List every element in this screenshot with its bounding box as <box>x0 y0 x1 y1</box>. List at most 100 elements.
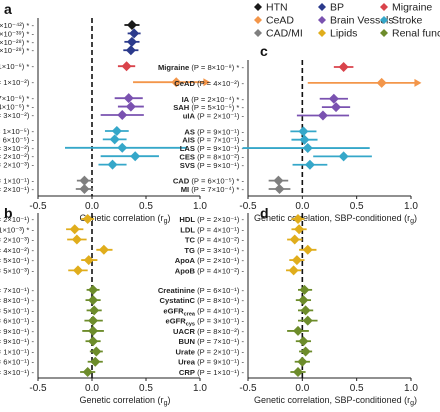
point-estimate <box>292 214 303 224</box>
x-tick-label: 0.0 <box>85 201 99 212</box>
x-tick-label: 1.0 <box>193 383 207 394</box>
row-label: TC (P = 4×10⁻²) - <box>185 236 245 245</box>
x-tick-label: -0.5 <box>239 383 257 394</box>
point-estimate <box>298 126 309 137</box>
x-tick-label: 0.5 <box>139 201 153 212</box>
legend-label: Migraine <box>392 2 432 14</box>
x-tick-label: -0.5 <box>29 201 47 212</box>
legend-label: CAD/MI <box>266 28 303 40</box>
point-estimate <box>288 265 299 276</box>
row-label: SVS (P = 2×10⁻³) - <box>0 161 34 170</box>
x-tick-label: 0.5 <box>139 383 153 394</box>
legend-marker <box>254 29 262 37</box>
point-estimate <box>88 295 99 306</box>
legend-marker <box>254 3 262 11</box>
point-estimate <box>89 305 100 316</box>
point-estimate <box>90 356 101 367</box>
point-estimate <box>72 265 83 276</box>
x-tick-label: -0.5 <box>239 201 257 212</box>
point-estimate <box>274 184 285 194</box>
row-label: BUN (P = 9×10⁻¹) - <box>0 337 34 346</box>
x-tick-label: 0.0 <box>295 383 309 394</box>
point-estimate <box>289 234 300 245</box>
row-label: DBP (P = 2×10⁻²⁸) * - <box>0 38 34 47</box>
point-estimate <box>117 109 128 120</box>
row-label: CAD (P = 1×10⁻¹) - <box>0 177 34 186</box>
row-label: ApoA (P = 2×10⁻¹) - <box>175 256 245 265</box>
point-estimate <box>292 367 303 377</box>
point-estimate <box>125 101 136 112</box>
point-estimate <box>300 346 311 357</box>
point-estimate <box>338 151 349 162</box>
row-label: LDL (P = 4×10⁻¹) - <box>180 225 244 234</box>
panel-letter: b <box>4 205 13 221</box>
row-label: ApoB (P = 5×10⁻³) - <box>0 266 34 275</box>
row-label: AIS (P = 7×10⁻¹) - <box>182 136 244 145</box>
row-label: LAS (P = 9×10⁻¹) - <box>180 144 245 153</box>
x-tick-label: 0.0 <box>295 201 309 212</box>
point-estimate <box>291 255 302 266</box>
x-tick-label: 1.0 <box>404 201 418 212</box>
x-tick-label: 0.5 <box>350 201 364 212</box>
row-label: SVS (P = 9×10⁻¹) - <box>180 161 245 170</box>
row-label: MI (P = 7×10⁻⁴) * - <box>181 185 245 194</box>
point-estimate <box>299 134 310 145</box>
row-label: Migraine (P = 8×10⁻⁸) * - <box>158 63 244 72</box>
legend-marker <box>380 29 388 37</box>
point-estimate <box>298 336 309 347</box>
row-label: HDL (P = 2×10⁻¹) - <box>0 215 34 224</box>
row-label: AS (P = 1×10⁻⁵) - <box>0 127 34 136</box>
row-label: eGFRcrea (P = 4×10⁻¹) - <box>163 306 244 317</box>
x-axis-label: Genetic correlation, SBP-conditioned (rg… <box>254 395 417 407</box>
point-estimate <box>302 143 313 154</box>
row-label: eGFRcys (P = 6×10⁻¹) - <box>0 317 34 328</box>
x-tick-label: 1.0 <box>193 201 207 212</box>
point-estimate <box>79 175 90 186</box>
row-label: Creatinine (P = 6×10⁻¹) - <box>158 286 245 295</box>
point-estimate <box>69 224 80 235</box>
legend-marker <box>380 16 388 24</box>
row-label: TG (P = 4×10⁻²) - <box>0 246 34 255</box>
row-label: ApoB (P = 4×10⁻²) - <box>175 266 245 275</box>
point-estimate <box>304 159 315 170</box>
x-tick-label: 1.0 <box>404 383 418 394</box>
point-estimate <box>117 142 128 153</box>
point-estimate <box>121 61 132 72</box>
point-estimate <box>88 325 99 336</box>
row-label: CystatinC (P = 8×10⁻¹) - <box>160 296 245 305</box>
legend-label: CeAD <box>266 15 294 27</box>
error-bar-arrow <box>414 78 422 87</box>
x-tick-label: -0.5 <box>29 383 47 394</box>
row-label: uIA (P = 3×10⁻²) - <box>0 111 34 120</box>
row-label: HDL (P = 2×10⁻¹) - <box>179 215 244 224</box>
x-tick-label: 0.0 <box>85 383 99 394</box>
point-estimate <box>109 134 120 145</box>
row-label: eGFRcrea (P = 5×10⁻¹) - <box>0 306 34 317</box>
point-estimate <box>299 284 310 295</box>
point-estimate <box>294 224 305 235</box>
row-label: LDL (P = 1×10⁻³) * - <box>0 225 34 234</box>
point-estimate <box>98 244 109 255</box>
row-label: SAH (P = 5×10⁻⁵) * - <box>173 103 244 112</box>
point-estimate <box>302 244 313 255</box>
row-label: UACR (P = 8×10⁻²) - <box>173 327 244 336</box>
row-label: TG (P = 3×10⁻¹) - <box>184 246 244 255</box>
row-label: CES (P = 8×10⁻²) - <box>179 152 244 161</box>
point-estimate <box>300 305 311 316</box>
point-estimate <box>79 184 90 194</box>
point-estimate <box>171 77 182 88</box>
row-label: uIA (P = 2×10⁻¹) - <box>183 111 245 120</box>
legend-label: Lipids <box>330 28 357 40</box>
row-label: HTN (P = 4×10⁻⁴²) * - <box>0 21 34 30</box>
row-label: CeAD (P = 4×10⁻²) - <box>174 79 244 88</box>
panel-letter: d <box>260 205 269 221</box>
point-estimate <box>88 315 99 326</box>
point-estimate <box>126 36 137 47</box>
row-label: Urate (P = 2×10⁻¹) - <box>176 347 245 356</box>
row-label: Migraine (P = 1×10⁻⁶) * - <box>0 62 34 71</box>
legend-label: Renal function <box>392 28 440 40</box>
point-estimate <box>107 159 118 170</box>
row-label: SAH (P = 4×10⁻⁶) * - <box>0 103 34 112</box>
row-label: LAS (P = 3×10⁻²) - <box>0 144 34 153</box>
x-axis-label: Genetic correlation (rg) <box>80 395 171 407</box>
